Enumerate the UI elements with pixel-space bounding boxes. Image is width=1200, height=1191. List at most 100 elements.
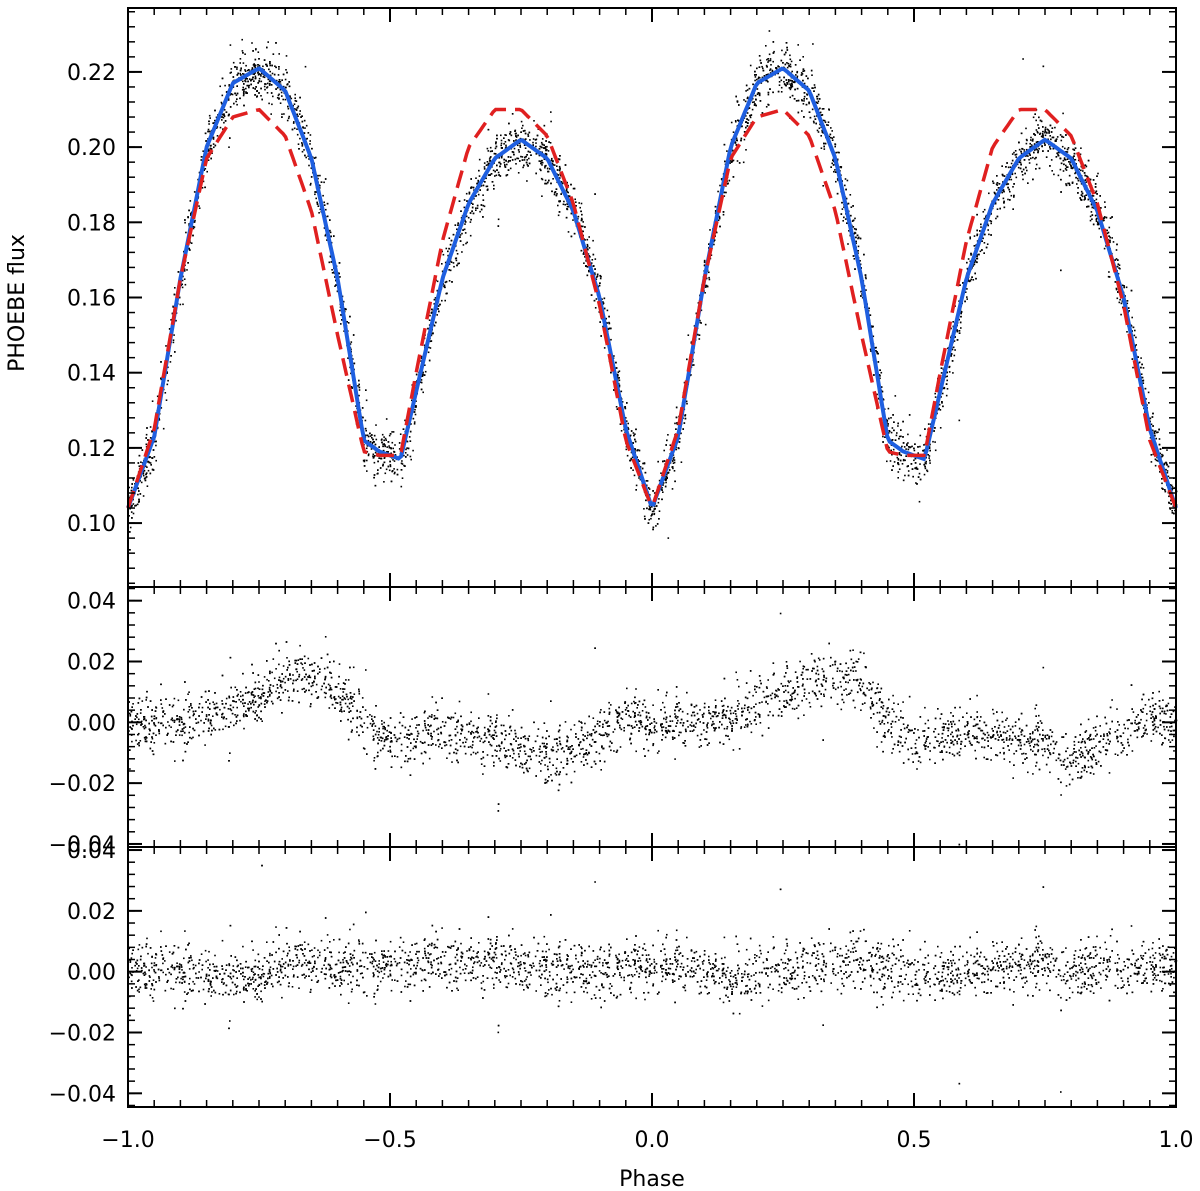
data-point <box>1021 174 1024 176</box>
data-point <box>415 406 417 408</box>
data-point <box>1001 191 1003 194</box>
data-point <box>917 452 919 454</box>
data-point <box>248 69 250 71</box>
data-point <box>1060 269 1062 272</box>
data-point <box>175 319 177 322</box>
data-point <box>167 366 169 369</box>
data-point <box>801 99 803 101</box>
data-point <box>732 131 735 133</box>
data-point <box>459 234 462 236</box>
data-point <box>662 484 664 486</box>
data-point <box>183 270 186 272</box>
data-point <box>1157 431 1159 433</box>
data-point <box>545 140 547 142</box>
data-point <box>252 64 255 66</box>
data-point <box>169 361 172 363</box>
data-point <box>1041 133 1044 135</box>
data-point <box>1007 198 1009 201</box>
data-point <box>889 460 892 462</box>
data-point <box>384 437 387 440</box>
data-point <box>214 119 216 122</box>
data-point <box>785 51 787 54</box>
data-point <box>245 64 247 67</box>
data-point <box>1077 187 1079 189</box>
data-point <box>954 336 956 338</box>
data-point <box>380 457 383 460</box>
data-point <box>160 361 162 363</box>
data-point <box>1009 166 1012 168</box>
data-point <box>1115 287 1118 290</box>
data-point <box>243 83 245 85</box>
data-point <box>466 241 468 244</box>
data-point <box>816 95 818 98</box>
data-point <box>723 143 726 146</box>
data-point <box>441 299 443 302</box>
data-point <box>566 191 569 193</box>
data-point <box>309 140 311 142</box>
data-point <box>1171 487 1173 490</box>
data-point <box>960 327 962 329</box>
data-point <box>653 512 656 515</box>
data-point <box>582 225 584 228</box>
data-point <box>897 462 899 465</box>
data-point <box>553 193 556 196</box>
data-point <box>723 195 726 197</box>
data-point <box>319 184 321 187</box>
data-point <box>751 108 754 111</box>
data-point <box>1103 247 1106 250</box>
data-point <box>1167 475 1170 478</box>
data-point <box>634 440 637 443</box>
data-point <box>666 472 668 474</box>
data-point <box>242 92 245 94</box>
data-point <box>934 392 936 395</box>
data-point <box>1024 172 1026 175</box>
data-point <box>940 367 943 369</box>
data-point <box>293 108 296 110</box>
data-point <box>288 115 290 118</box>
data-point <box>1068 182 1071 185</box>
data-point <box>507 161 510 163</box>
data-point <box>552 178 554 180</box>
data-point <box>907 470 910 472</box>
data-point <box>1152 412 1154 415</box>
data-point <box>856 234 859 237</box>
data-point <box>1158 443 1161 446</box>
data-point <box>505 174 508 177</box>
data-point <box>1070 165 1072 168</box>
data-point <box>362 416 364 419</box>
data-point <box>258 64 261 67</box>
data-point <box>1156 431 1158 434</box>
data-point <box>1030 139 1032 141</box>
data-point <box>494 147 497 150</box>
data-point <box>1023 149 1026 151</box>
data-point <box>1091 218 1093 220</box>
data-point <box>149 462 152 464</box>
data-point <box>768 30 771 32</box>
data-point <box>230 68 233 70</box>
data-point <box>567 205 570 208</box>
data-point <box>646 507 648 510</box>
data-point <box>1164 489 1166 491</box>
data-point <box>801 99 803 102</box>
data-point <box>310 182 312 185</box>
data-point <box>1007 186 1009 189</box>
data-point <box>279 102 282 104</box>
data-point <box>699 321 702 324</box>
data-point <box>142 474 145 477</box>
data-point <box>786 49 789 51</box>
data-point <box>672 467 674 470</box>
data-point <box>673 461 676 464</box>
flux-panel: 0.100.120.140.160.180.200.22 <box>67 7 1178 588</box>
data-point <box>210 157 212 160</box>
data-point <box>970 252 972 255</box>
data-point <box>442 253 445 256</box>
data-point <box>406 447 408 449</box>
data-point <box>945 394 948 397</box>
data-point <box>1032 138 1034 141</box>
data-point <box>370 448 373 450</box>
data-point <box>309 143 311 145</box>
data-point <box>1086 205 1089 208</box>
data-point <box>1102 219 1105 222</box>
data-point <box>1161 482 1163 485</box>
data-point <box>1014 172 1016 175</box>
